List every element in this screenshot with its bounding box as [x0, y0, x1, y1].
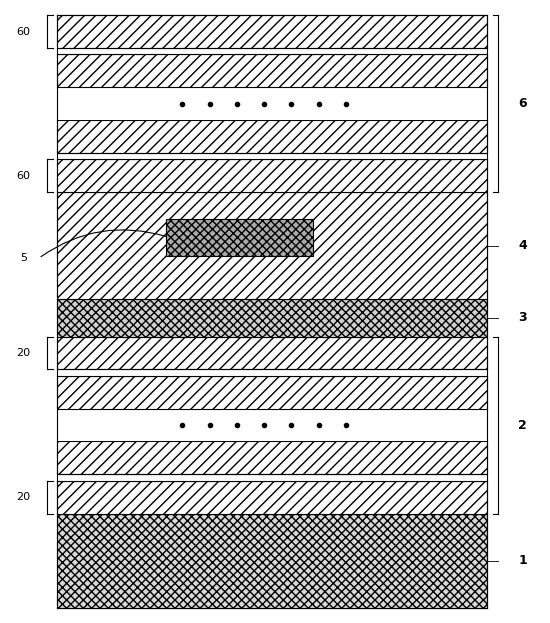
- Bar: [57, 369, 487, 376]
- Bar: [57, 54, 487, 87]
- Bar: [166, 219, 313, 256]
- Bar: [57, 481, 487, 513]
- Bar: [57, 120, 487, 153]
- Text: 20: 20: [16, 492, 31, 502]
- Text: 4: 4: [518, 239, 527, 252]
- Text: 6: 6: [519, 97, 527, 110]
- Bar: [57, 474, 487, 481]
- Bar: [57, 153, 487, 159]
- Bar: [57, 87, 487, 120]
- Bar: [57, 513, 487, 608]
- Text: 1: 1: [518, 554, 527, 567]
- Bar: [57, 48, 487, 54]
- Text: 2: 2: [518, 419, 527, 432]
- Text: 60: 60: [16, 171, 30, 181]
- Bar: [57, 442, 487, 474]
- Text: 60: 60: [16, 27, 30, 37]
- Bar: [57, 376, 487, 409]
- Bar: [57, 193, 487, 299]
- Bar: [57, 409, 487, 442]
- Bar: [57, 336, 487, 369]
- Text: 20: 20: [16, 348, 31, 358]
- Text: 3: 3: [519, 311, 527, 324]
- Bar: [57, 299, 487, 336]
- Bar: [57, 159, 487, 193]
- Bar: [57, 15, 487, 48]
- Text: 5: 5: [20, 254, 27, 264]
